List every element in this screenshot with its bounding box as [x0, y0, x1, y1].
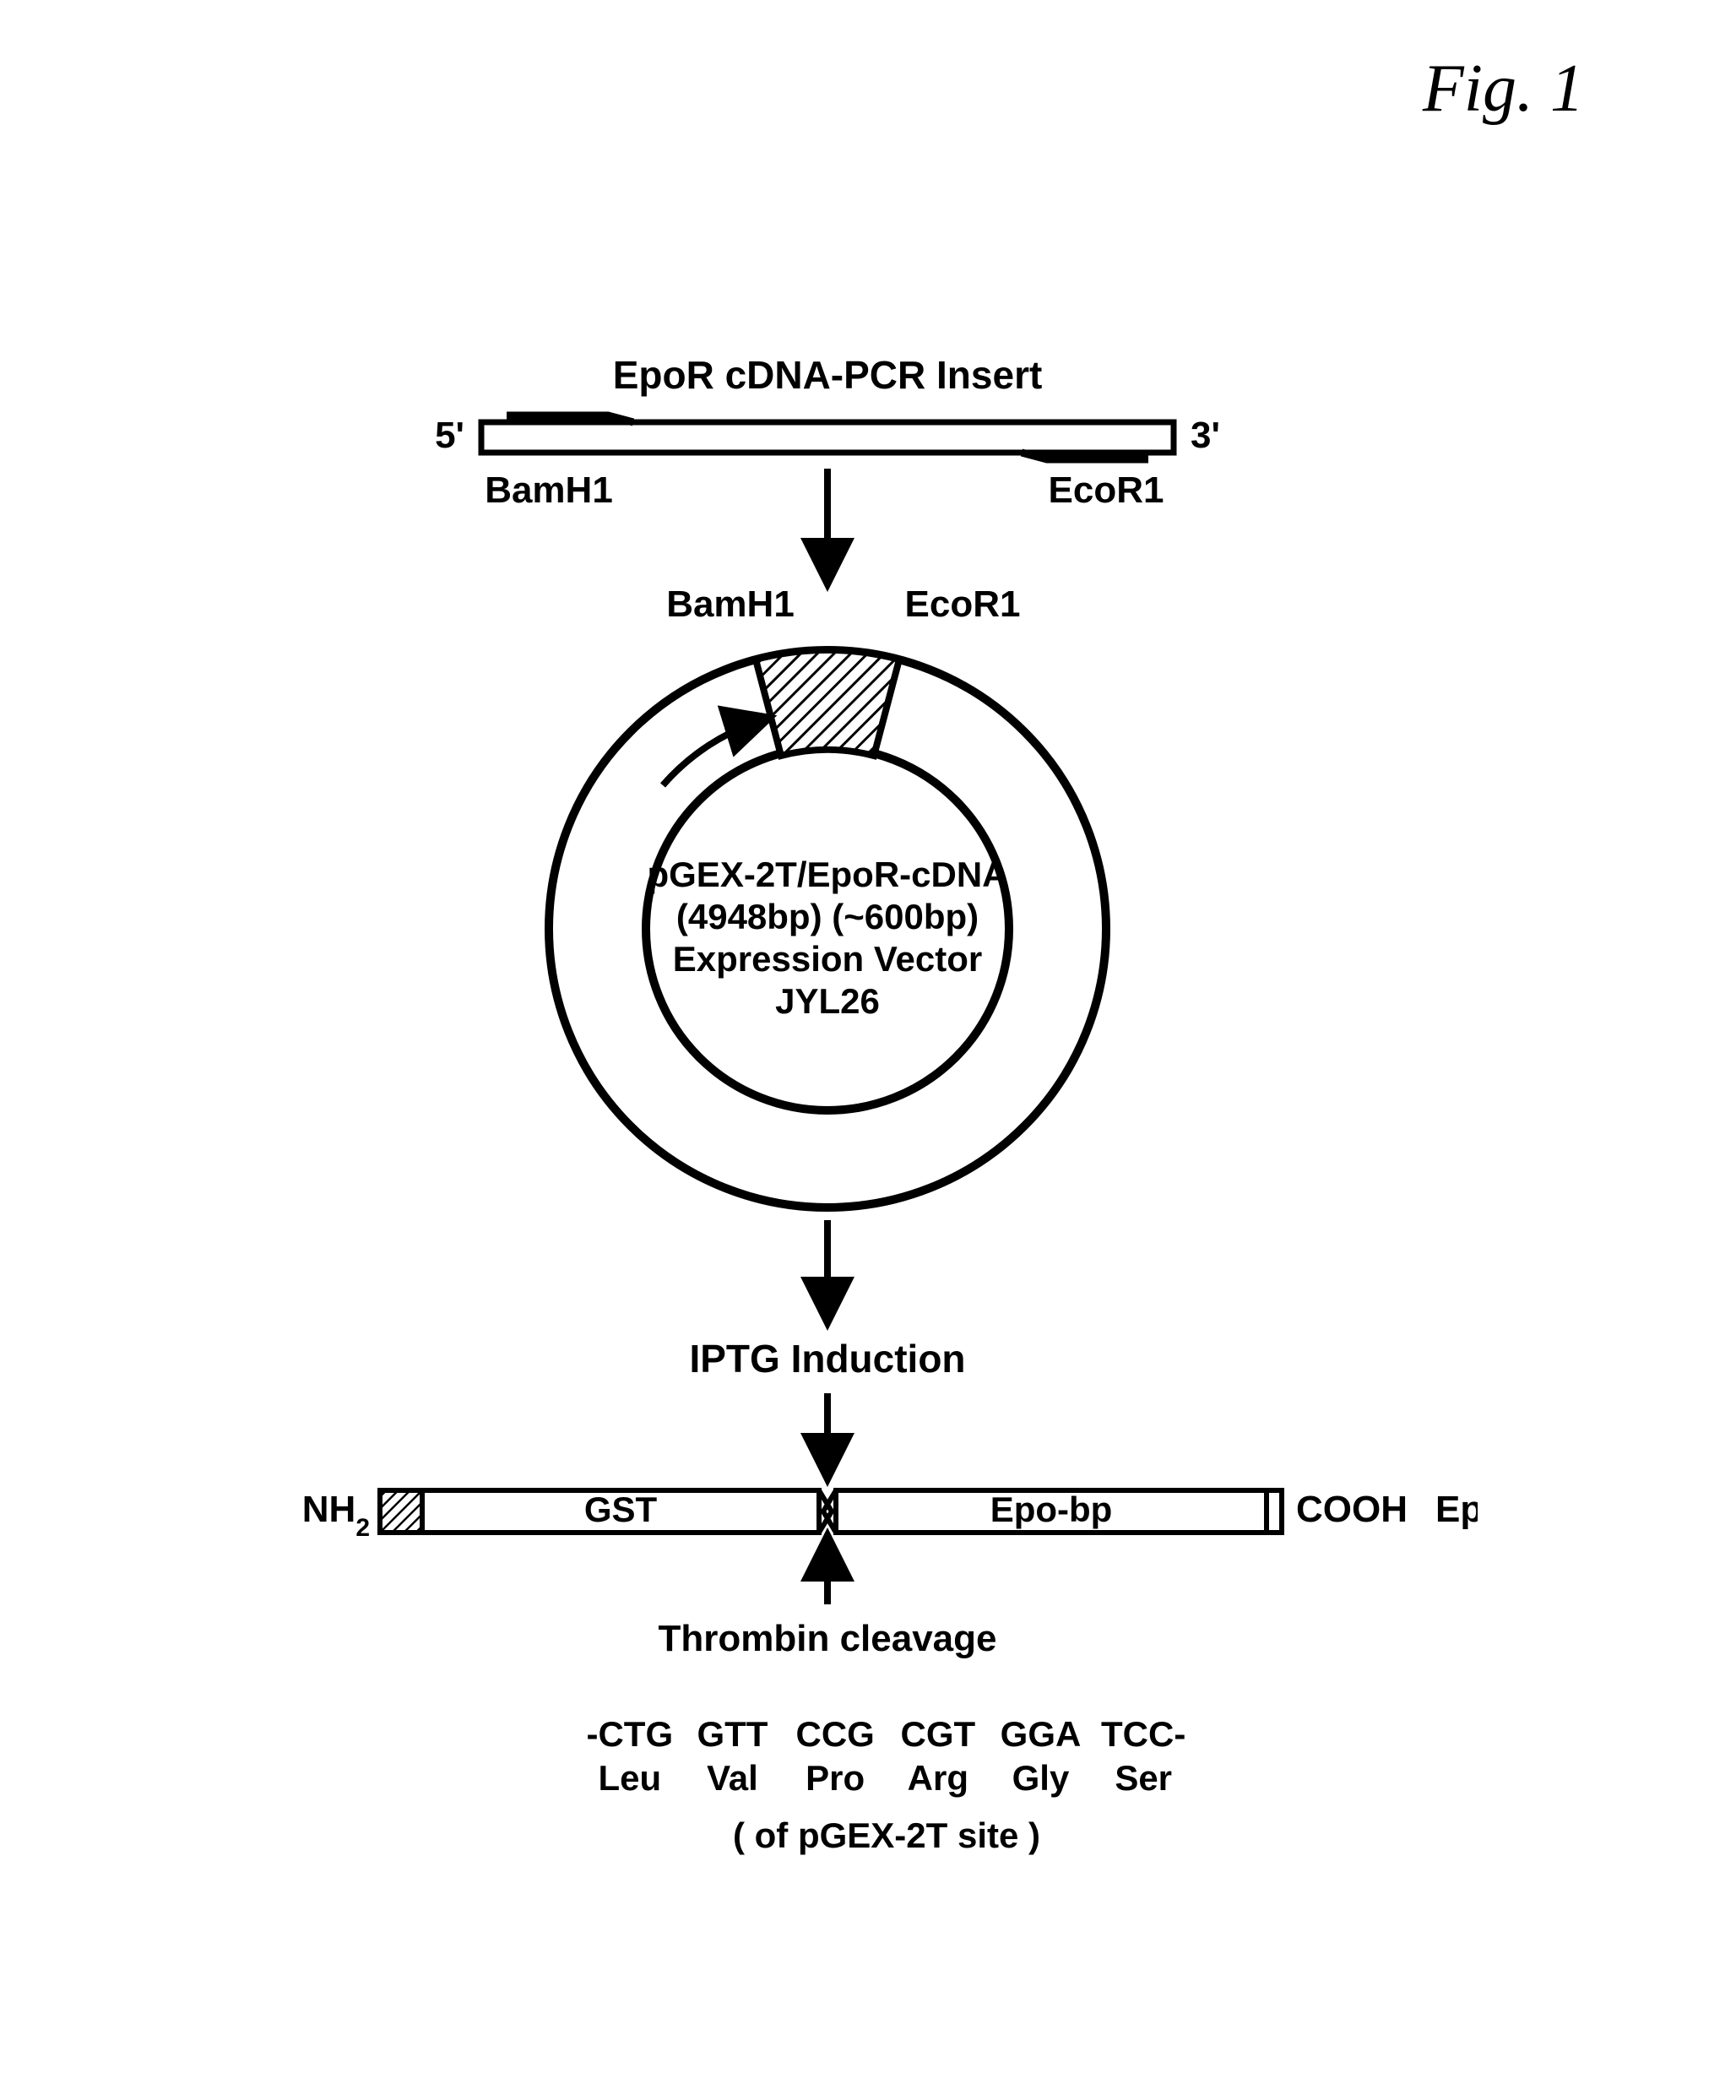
- codon-2: CCG: [789, 1714, 882, 1755]
- codon-5: TCC-: [1097, 1714, 1190, 1755]
- protein-epobp: Epo-bp: [990, 1490, 1113, 1529]
- codon-0: -CTG: [583, 1714, 676, 1755]
- codon-3: CGT: [892, 1714, 985, 1755]
- seq-aminos: Leu Val Pro Arg Gly Ser: [296, 1758, 1478, 1799]
- seq-footer: ( of pGEX-2T site ): [296, 1815, 1478, 1856]
- plasmid-insert-wedge: [756, 650, 899, 756]
- amino-4: Gly: [995, 1758, 1088, 1799]
- insert-3prime: 3': [1191, 415, 1220, 456]
- codon-1: GTT: [686, 1714, 778, 1755]
- thrombin-label: Thrombin cleavage: [658, 1618, 996, 1659]
- plasmid-line1: pGEX-2T/EpoR-cDNA: [647, 855, 1007, 894]
- protein-nterm: NH2: [302, 1489, 370, 1542]
- insert-bar: [481, 422, 1174, 453]
- seq-codons: -CTG GTT CCG CGT GGA TCC-: [296, 1714, 1478, 1755]
- amino-5: Ser: [1097, 1758, 1190, 1799]
- diagram-svg: EpoR cDNA-PCR Insert 5' 3' BamH1 EcoR1 B…: [296, 338, 1478, 1942]
- plasmid-line4: JYL26: [775, 981, 880, 1021]
- codon-4: GGA: [995, 1714, 1088, 1755]
- insert-ecor1: EcoR1: [1049, 469, 1164, 511]
- insert-title: EpoR cDNA-PCR Insert: [613, 353, 1043, 397]
- amino-0: Leu: [583, 1758, 676, 1799]
- plasmid-line3: Expression Vector: [673, 939, 983, 979]
- amino-3: Arg: [892, 1758, 985, 1799]
- insert-bamh1: BamH1: [485, 469, 613, 511]
- amino-1: Val: [686, 1758, 778, 1799]
- figure-label: Fig. 1: [1423, 51, 1584, 128]
- plasmid-ecor1: EcoR1: [905, 583, 1021, 625]
- insert-5prime: 5': [435, 415, 464, 456]
- protein-bar: [380, 1490, 1282, 1533]
- protein-name: EpoRex-th: [1435, 1489, 1478, 1530]
- iptg-label: IPTG Induction: [689, 1337, 965, 1381]
- protein-cterm: COOH: [1296, 1489, 1408, 1530]
- amino-2: Pro: [789, 1758, 882, 1799]
- plasmid-bamh1: BamH1: [666, 583, 795, 625]
- protein-gst: GST: [584, 1490, 658, 1529]
- plasmid-line2: (4948bp) (~600bp): [676, 897, 979, 936]
- diagram-container: EpoR cDNA-PCR Insert 5' 3' BamH1 EcoR1 B…: [296, 338, 1478, 1942]
